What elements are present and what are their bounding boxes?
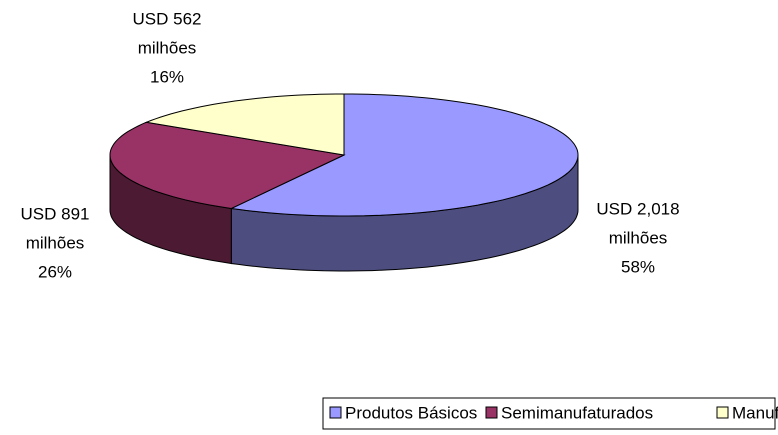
data-label-unit: milhões	[26, 233, 85, 252]
legend-swatch	[485, 406, 498, 419]
legend-box	[322, 397, 776, 430]
data-label-amount: USD 2,018	[596, 199, 679, 218]
legend-swatch	[716, 406, 729, 419]
data-label-percent: 16%	[150, 67, 184, 86]
slice	[144, 93, 345, 156]
data-label-percent: 58%	[621, 257, 655, 276]
legend-label: Manufaturados	[732, 403, 778, 422]
data-label-unit: milhões	[609, 228, 668, 247]
legend-label: Semimanufaturados	[501, 403, 653, 422]
data-label-unit: milhões	[138, 38, 197, 57]
slice	[229, 93, 579, 217]
legend-label: Produtos Básicos	[345, 403, 477, 422]
data-label-amount: USD 562	[133, 9, 202, 28]
legend-swatch	[329, 406, 342, 419]
data-label-amount: USD 891	[21, 204, 90, 223]
slice	[109, 121, 346, 210]
data-label-percent: 26%	[38, 262, 72, 281]
